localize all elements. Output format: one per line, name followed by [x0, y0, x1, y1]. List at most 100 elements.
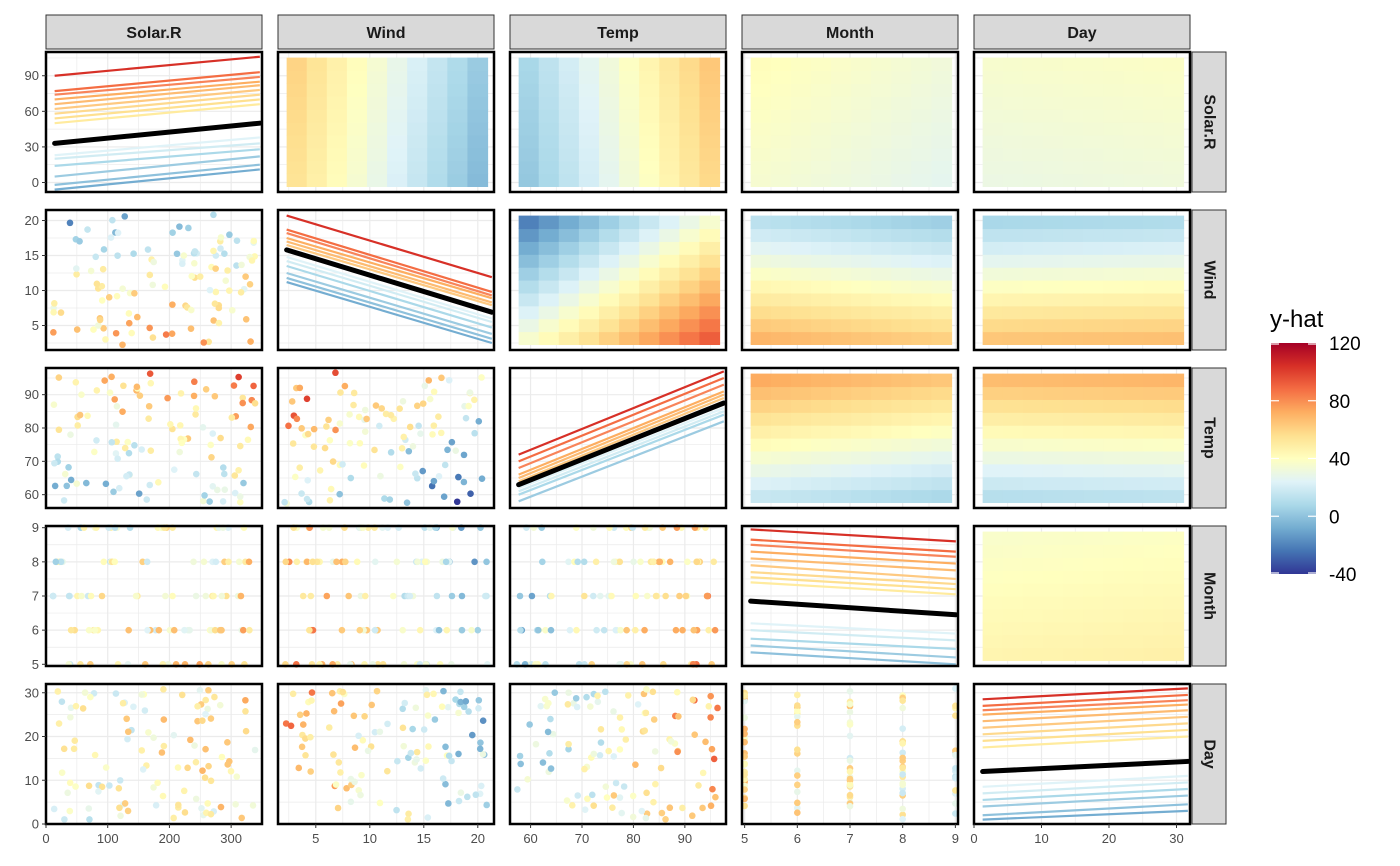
- heat-tile: [1123, 292, 1144, 307]
- panel-Solar.R-vs-Temp: [508, 50, 728, 194]
- heat-tile: [1123, 57, 1144, 72]
- heat-tile: [1062, 109, 1084, 123]
- heat-tile: [790, 215, 812, 230]
- heat-tile: [407, 96, 428, 110]
- observation-point: [299, 592, 307, 600]
- heat-tile: [1062, 173, 1084, 187]
- observation-point: [50, 329, 57, 336]
- observation-point: [91, 626, 99, 634]
- observation-point: [161, 283, 169, 291]
- heat-tile: [699, 254, 721, 268]
- panel-Wind-vs-Solar.R: [44, 208, 264, 352]
- observation-point: [448, 438, 456, 446]
- observation-point: [218, 592, 226, 600]
- heat-tile: [851, 122, 872, 136]
- observation-point: [251, 746, 259, 754]
- heat-tile: [1042, 531, 1064, 546]
- y-tick-label: 0: [32, 817, 39, 832]
- heat-tile: [1062, 557, 1084, 571]
- panel-Day-vs-Day: [972, 682, 1192, 826]
- heat-tile: [1062, 544, 1084, 558]
- heat-tile: [1103, 412, 1124, 426]
- heat-tile: [1143, 215, 1165, 230]
- heat-tile: [518, 228, 540, 242]
- observation-point: [225, 558, 232, 566]
- heat-tile: [387, 134, 408, 149]
- observation-point: [482, 592, 489, 600]
- heat-tile: [931, 173, 953, 187]
- strip-label-top: Day: [1067, 25, 1096, 42]
- observation-point: [430, 690, 437, 698]
- heat-tile: [891, 96, 912, 110]
- observation-point: [192, 758, 200, 766]
- heat-tile: [558, 109, 580, 123]
- heat-tile: [1163, 70, 1185, 84]
- heat-tile: [982, 621, 1004, 636]
- heat-tile: [1143, 83, 1165, 97]
- heat-tile: [911, 438, 933, 452]
- heat-tile: [699, 83, 721, 97]
- observation-point: [425, 377, 433, 384]
- panel-border: [276, 682, 496, 826]
- heat-tile: [447, 173, 469, 187]
- heat-tile: [750, 425, 772, 439]
- heat-tile: [578, 331, 600, 345]
- observation-point: [457, 698, 464, 706]
- heat-tile: [1103, 57, 1124, 72]
- heat-tile: [982, 412, 1004, 426]
- ice-line: [54, 155, 260, 178]
- heat-tile: [1002, 544, 1024, 558]
- observation-point: [712, 793, 719, 801]
- observation-point: [91, 751, 99, 759]
- observation-point: [299, 721, 307, 728]
- heat-tile: [558, 70, 580, 84]
- observation-point: [181, 809, 189, 816]
- ice-line: [982, 809, 1188, 821]
- heat-tile: [851, 450, 872, 465]
- observation-point: [211, 300, 219, 308]
- heat-tile: [891, 83, 912, 97]
- heat-tile: [578, 215, 600, 230]
- observation-point: [205, 762, 212, 770]
- strip-top-Temp: [509, 14, 727, 50]
- heat-tile: [1103, 280, 1124, 294]
- observation-point: [435, 626, 443, 634]
- observation-point: [57, 309, 65, 316]
- heat-tile: [699, 122, 721, 136]
- observation-point: [304, 430, 312, 438]
- observation-point: [233, 237, 241, 244]
- heat-tile: [558, 134, 580, 149]
- observation-point: [442, 743, 449, 751]
- heat-tile: [427, 147, 448, 162]
- observation-point: [572, 694, 580, 702]
- observation-point: [120, 382, 127, 390]
- observation-point: [138, 446, 145, 453]
- heat-tile: [931, 267, 953, 281]
- heat-tile: [851, 438, 872, 452]
- heat-tile: [538, 228, 560, 242]
- heat-tile: [598, 83, 620, 97]
- heat-tile: [790, 160, 812, 175]
- ice-line: [982, 735, 1188, 749]
- heat-tile: [1062, 96, 1084, 110]
- observation-point: [145, 415, 152, 422]
- observation-point: [309, 558, 317, 566]
- heat-tile: [750, 254, 772, 268]
- observation-point: [330, 751, 337, 758]
- observation-point: [326, 436, 334, 444]
- heat-tile: [659, 215, 680, 230]
- heat-tile: [1103, 608, 1124, 623]
- observation-point: [130, 703, 137, 711]
- heat-tile: [558, 254, 580, 268]
- heat-tile: [1002, 476, 1024, 491]
- observation-point: [125, 319, 133, 327]
- observation-point: [464, 793, 471, 801]
- heat-tile: [306, 70, 328, 84]
- observation-point: [439, 775, 447, 782]
- observation-point: [417, 430, 424, 438]
- observation-point: [350, 712, 358, 720]
- heat-tile: [1163, 134, 1185, 149]
- heat-tile: [1123, 215, 1144, 230]
- observation-point: [564, 701, 572, 708]
- heat-tile: [1163, 608, 1185, 623]
